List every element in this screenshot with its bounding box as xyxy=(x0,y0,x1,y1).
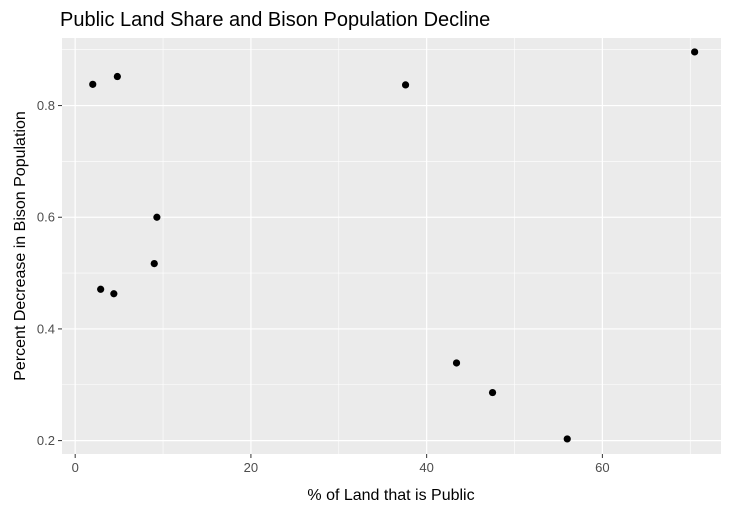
x-tick-label: 20 xyxy=(244,460,258,475)
x-tick-label: 0 xyxy=(72,460,79,475)
x-axis-title: % of Land that is Public xyxy=(307,487,474,504)
data-point xyxy=(488,388,497,397)
minor-gridlines xyxy=(62,38,721,454)
y-tick-label: 0.2 xyxy=(37,433,55,448)
data-point xyxy=(452,359,461,367)
chart-title: Public Land Share and Bison Population D… xyxy=(60,9,490,31)
x-tick-label: 60 xyxy=(595,460,609,475)
data-point xyxy=(691,48,699,56)
x-tick-label: 40 xyxy=(419,460,433,475)
data-point xyxy=(153,213,161,221)
y-tick-label: 0.4 xyxy=(37,321,55,336)
data-point xyxy=(150,259,158,268)
y-tick-label: 0.6 xyxy=(37,210,55,225)
x-axis-ticks: 0 20 40 60 xyxy=(72,454,610,475)
data-point xyxy=(563,435,571,443)
data-points xyxy=(89,48,699,443)
plot-panel xyxy=(62,38,721,454)
data-point xyxy=(110,290,118,298)
y-axis-title: Percent Decrease in Bison Population xyxy=(12,111,29,381)
major-gridlines xyxy=(62,38,721,454)
y-axis-ticks: 0.2 0.4 0.6 0.8 xyxy=(37,98,62,448)
data-point xyxy=(89,80,97,88)
y-tick-label: 0.8 xyxy=(37,98,55,113)
data-point xyxy=(113,72,121,81)
data-point xyxy=(97,285,105,293)
data-point xyxy=(401,81,410,89)
